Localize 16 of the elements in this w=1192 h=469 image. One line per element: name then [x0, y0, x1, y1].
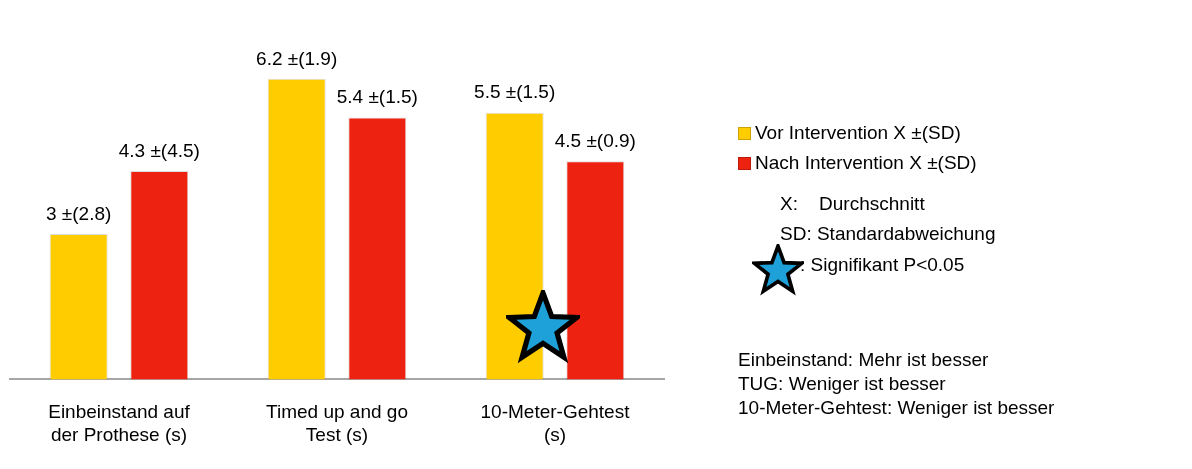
text: TUG: Weniger ist besser: [738, 372, 946, 396]
text: Einbeinstand: Mehr ist besser: [738, 348, 989, 372]
data-label: 5.4 ±(1.5): [336, 86, 418, 108]
x-tick-label: Einbeinstand auf der Prothese (s): [48, 401, 191, 445]
data-label: 4.3 ±(4.5): [118, 139, 200, 161]
text: SD: Standardabweichung: [780, 222, 996, 246]
text: 10-Meter-Gehtest: Weniger ist besser: [738, 396, 1055, 420]
data-label: 6.2 ±(1.9): [256, 47, 338, 69]
x-tick-label: Timed up and go Test (s): [266, 401, 408, 445]
data-label: 3 ±(2.8): [46, 202, 112, 224]
data-label: 5.5 ±(1.5): [474, 81, 556, 103]
legend-label: Nach Intervention X ±(SD): [755, 151, 977, 175]
legend-label: Vor Intervention X ±(SD): [755, 121, 961, 145]
text: X: Durchschnitt: [780, 192, 925, 216]
x-tick-label: 10-Meter-Gehtest (s): [480, 401, 631, 445]
data-label: 4.5 ±(0.9): [554, 129, 636, 151]
